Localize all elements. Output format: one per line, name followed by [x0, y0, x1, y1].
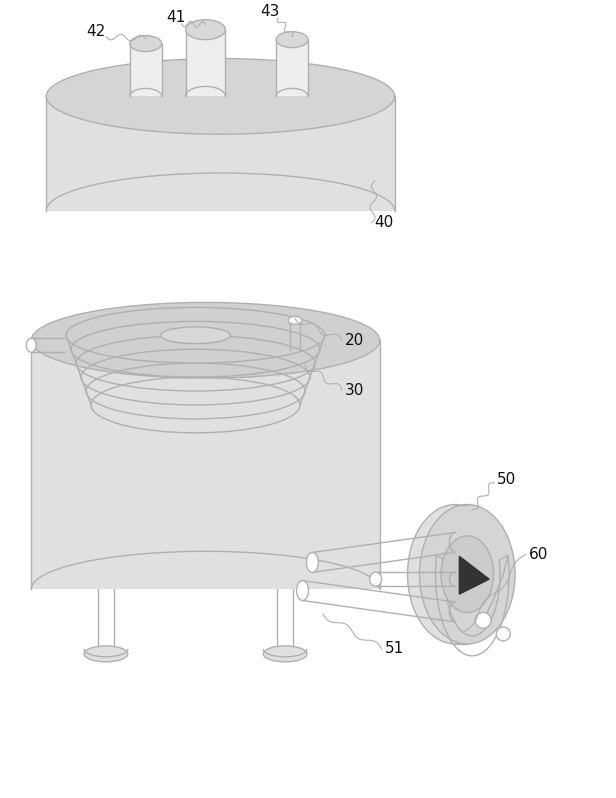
Ellipse shape	[26, 338, 36, 352]
Ellipse shape	[306, 552, 318, 572]
Polygon shape	[31, 340, 379, 589]
Ellipse shape	[185, 20, 225, 40]
Text: 20: 20	[345, 333, 364, 348]
Ellipse shape	[46, 58, 395, 134]
Ellipse shape	[408, 504, 503, 644]
Text: 30: 30	[345, 382, 364, 397]
Ellipse shape	[263, 646, 307, 662]
Polygon shape	[130, 44, 161, 97]
Ellipse shape	[130, 36, 161, 52]
Text: 51: 51	[384, 642, 404, 657]
Text: 40: 40	[375, 215, 394, 231]
Text: 41: 41	[166, 10, 185, 26]
Text: 50: 50	[497, 472, 516, 487]
Ellipse shape	[441, 536, 493, 613]
Ellipse shape	[84, 646, 128, 662]
Ellipse shape	[161, 327, 230, 344]
Text: 42: 42	[86, 24, 105, 39]
Polygon shape	[46, 97, 395, 211]
Ellipse shape	[296, 581, 309, 601]
Ellipse shape	[370, 572, 382, 587]
Ellipse shape	[496, 627, 510, 641]
Ellipse shape	[288, 316, 302, 324]
Text: 43: 43	[261, 4, 280, 19]
Polygon shape	[460, 556, 489, 595]
Ellipse shape	[475, 612, 491, 628]
Text: 60: 60	[529, 547, 548, 562]
Ellipse shape	[31, 302, 379, 378]
Polygon shape	[185, 30, 225, 97]
Ellipse shape	[419, 504, 515, 644]
Ellipse shape	[276, 32, 308, 48]
Polygon shape	[276, 40, 308, 97]
